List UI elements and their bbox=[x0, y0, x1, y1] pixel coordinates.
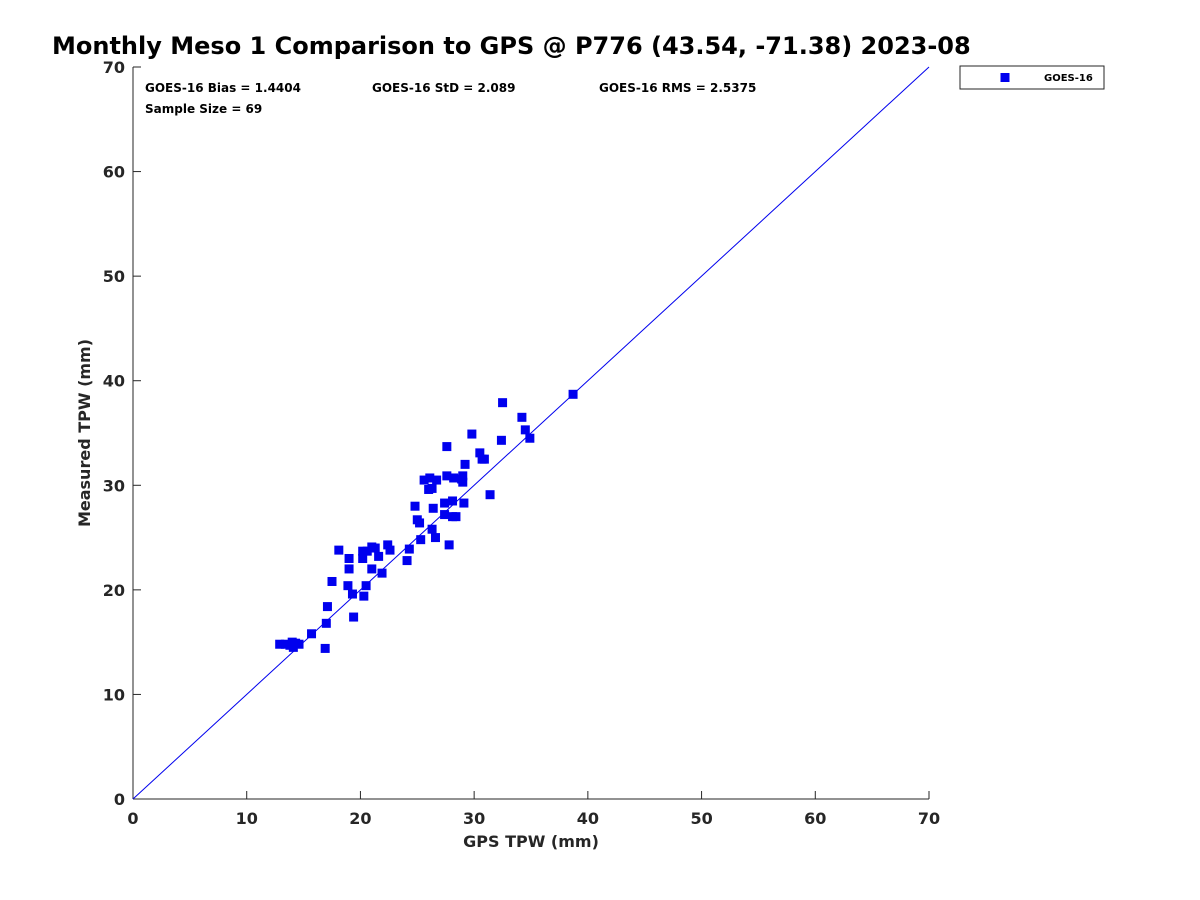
data-point bbox=[361, 581, 371, 591]
data-point bbox=[370, 543, 380, 553]
data-point bbox=[568, 389, 578, 399]
y-tick-label: 70 bbox=[103, 58, 125, 77]
data-point bbox=[415, 518, 425, 528]
data-point bbox=[362, 546, 372, 556]
data-point bbox=[440, 498, 450, 508]
data-point bbox=[334, 545, 344, 555]
data-point bbox=[416, 535, 426, 545]
data-point bbox=[475, 448, 485, 458]
data-point bbox=[280, 639, 290, 649]
data-point bbox=[496, 435, 506, 445]
data-point bbox=[344, 564, 354, 574]
data-point bbox=[383, 540, 393, 550]
legend-box bbox=[959, 65, 1105, 90]
data-point bbox=[449, 473, 459, 483]
data-point bbox=[448, 496, 458, 506]
data-point bbox=[320, 643, 330, 653]
data-point bbox=[444, 540, 454, 550]
y-tick-label: 0 bbox=[114, 790, 125, 809]
sample-size-stat: Sample Size = 69 bbox=[145, 102, 262, 116]
data-point bbox=[451, 512, 461, 522]
data-point bbox=[358, 546, 368, 556]
reference-line bbox=[132, 66, 930, 800]
rms-stat: GOES-16 RMS = 2.5375 bbox=[599, 81, 756, 95]
x-tick-label: 30 bbox=[463, 809, 485, 828]
x-tick-label: 60 bbox=[804, 809, 826, 828]
data-point bbox=[485, 490, 495, 500]
y-tick-label: 10 bbox=[103, 685, 125, 704]
data-point bbox=[327, 576, 337, 586]
y-tick-label: 60 bbox=[103, 163, 125, 182]
bias-stat: GOES-16 Bias = 1.4404 bbox=[145, 81, 301, 95]
data-point bbox=[294, 639, 304, 649]
y-axis-label: Measured TPW (mm) bbox=[75, 339, 94, 527]
legend: GOES-16 bbox=[959, 65, 1105, 90]
x-tick-label: 70 bbox=[918, 809, 940, 828]
data-point bbox=[479, 454, 489, 464]
legend-entry-goes16: GOES-16 bbox=[1044, 73, 1093, 84]
data-point bbox=[440, 510, 450, 520]
data-point bbox=[385, 545, 395, 555]
x-tick-label: 10 bbox=[236, 809, 258, 828]
data-point bbox=[459, 498, 469, 508]
data-point bbox=[275, 639, 285, 649]
data-point bbox=[374, 551, 384, 561]
std-stat: GOES-16 StD = 2.089 bbox=[372, 81, 515, 95]
data-point bbox=[430, 533, 440, 543]
axes: 0 10 20 30 40 50 60 70 0 10 20 30 40 50 60 70 bbox=[103, 58, 940, 828]
y-tick-label: 30 bbox=[103, 476, 125, 495]
data-point bbox=[321, 618, 331, 628]
data-point bbox=[419, 475, 429, 485]
data-point bbox=[432, 475, 442, 485]
data-point bbox=[402, 556, 412, 566]
x-tick-label: 0 bbox=[127, 809, 138, 828]
data-point bbox=[344, 553, 354, 563]
data-point bbox=[404, 544, 414, 554]
data-point bbox=[458, 471, 468, 481]
data-point bbox=[428, 503, 438, 513]
data-point bbox=[427, 524, 437, 534]
data-point bbox=[498, 398, 508, 408]
data-point bbox=[358, 553, 368, 563]
data-point bbox=[467, 429, 477, 439]
data-point bbox=[322, 602, 332, 612]
data-point bbox=[425, 473, 435, 483]
data-point bbox=[349, 612, 359, 622]
data-points bbox=[275, 389, 578, 653]
data-point bbox=[377, 568, 387, 578]
data-point bbox=[367, 564, 377, 574]
data-point bbox=[442, 442, 452, 452]
data-point bbox=[458, 477, 468, 487]
y-tick-label: 20 bbox=[103, 581, 125, 600]
data-point bbox=[442, 471, 452, 481]
data-point bbox=[520, 425, 530, 435]
data-point bbox=[410, 501, 420, 511]
y-tick-label: 50 bbox=[103, 267, 125, 286]
data-point bbox=[460, 459, 470, 469]
chart-title: Monthly Meso 1 Comparison to GPS @ P776 … bbox=[52, 32, 971, 60]
identity-line bbox=[132, 66, 930, 800]
data-point bbox=[427, 483, 437, 493]
data-point bbox=[525, 433, 535, 443]
data-point bbox=[307, 629, 317, 639]
data-point bbox=[359, 591, 369, 601]
data-point bbox=[343, 581, 353, 591]
x-tick-label: 40 bbox=[577, 809, 599, 828]
y-tick-label: 40 bbox=[103, 372, 125, 391]
legend-marker-icon bbox=[1000, 73, 1010, 82]
data-point bbox=[347, 589, 357, 599]
x-axis-label: GPS TPW (mm) bbox=[463, 832, 599, 851]
x-tick-label: 50 bbox=[690, 809, 712, 828]
x-tick-label: 20 bbox=[349, 809, 371, 828]
data-point bbox=[517, 412, 527, 422]
